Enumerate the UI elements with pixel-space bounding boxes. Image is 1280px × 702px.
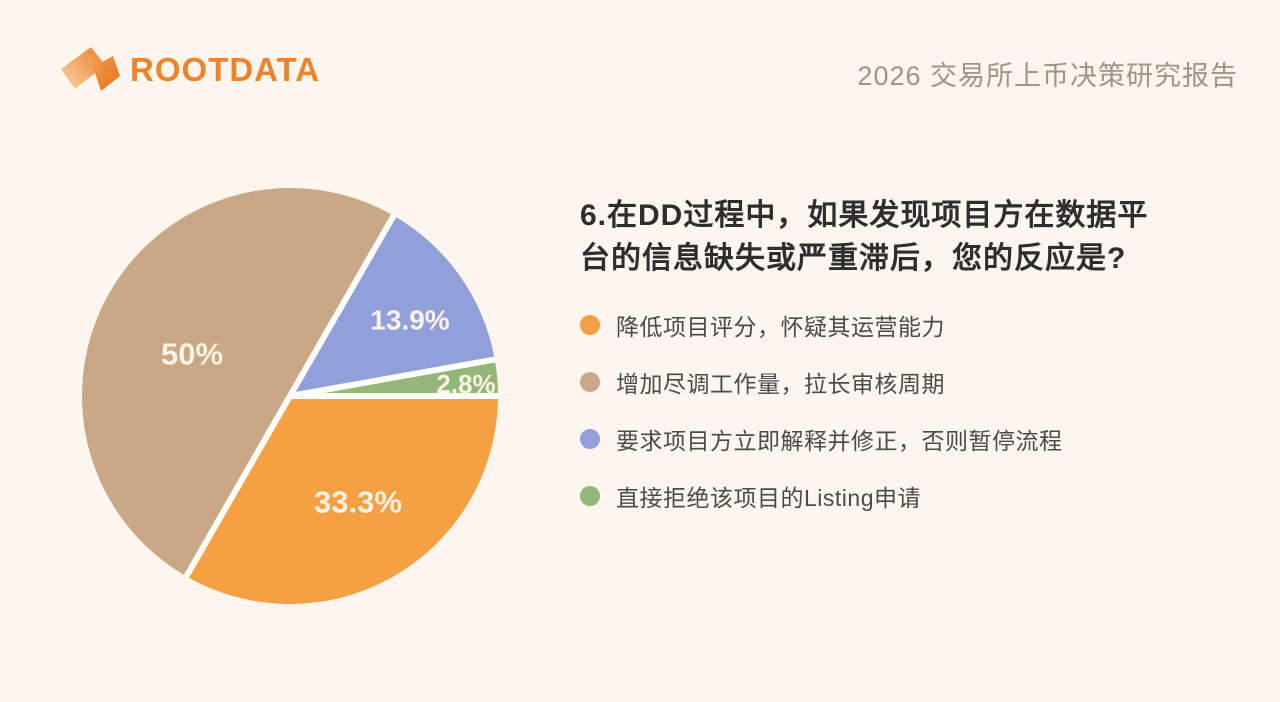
pie-slice-label: 33.3% [314, 485, 402, 520]
legend-dot-icon [580, 314, 600, 335]
legend-label: 直接拒绝该项目的Listing申请 [616, 484, 921, 511]
pie-slice-label: 13.9% [370, 305, 449, 336]
report-title: 2026 交易所上币决策研究报告 [857, 61, 1238, 91]
legend: 降低项目评分，怀疑其运营能力 增加尽调工作量，拉长审核周期要求项目方立即解释并修正… [580, 296, 1212, 524]
pie-slice [186, 396, 498, 604]
legend-item: 降低项目评分，怀疑其运营能力 [580, 296, 1212, 353]
legend-label: 要求项目方立即解释并修正，否则暂停流程 [616, 427, 1063, 454]
legend-dot-icon [580, 371, 600, 392]
legend-label: 增加尽调工作量，拉长审核周期 [616, 370, 945, 397]
question-title-line1: 6.在DD过程中，如果发现项目方在数据平 [580, 199, 1149, 232]
pie-slice-label: 2.8% [436, 369, 495, 399]
legend-dot-icon [580, 485, 600, 506]
question-panel: 6.在DD过程中，如果发现项目方在数据平 台的信息缺失或严重滞后，您的反应是? … [580, 194, 1212, 524]
rootdata-logo: ROOTDATA [56, 42, 320, 98]
pie-slice-gap [287, 214, 397, 398]
legend-item: 直接拒绝该项目的Listing申请 [580, 467, 1212, 524]
brand-name: ROOTDATA [130, 51, 321, 88]
pie-slice-gap [183, 394, 293, 578]
pie-slice [290, 215, 495, 396]
pie-slice-label: 50% [161, 337, 223, 372]
question-title-line2: 台的信息缺失或严重滞后，您的反应是? [580, 242, 1127, 276]
pie-slice-gap [289, 356, 496, 399]
pie-slice [82, 188, 394, 577]
question-title: 6.在DD过程中，如果发现项目方在数据平 台的信息缺失或严重滞后，您的反应是? [580, 194, 1212, 280]
legend-item: 要求项目方立即解释并修正，否则暂停流程 [580, 410, 1212, 467]
legend-item: 增加尽调工作量，拉长审核周期 [580, 353, 1212, 410]
pie-chart: 33.3% 50% 13.9% 2.8% [82, 188, 498, 604]
legend-label: 降低项目评分，怀疑其运营能力 [616, 313, 945, 340]
legend-dot-icon [580, 428, 600, 449]
rootdata-logo-icon [61, 47, 120, 91]
